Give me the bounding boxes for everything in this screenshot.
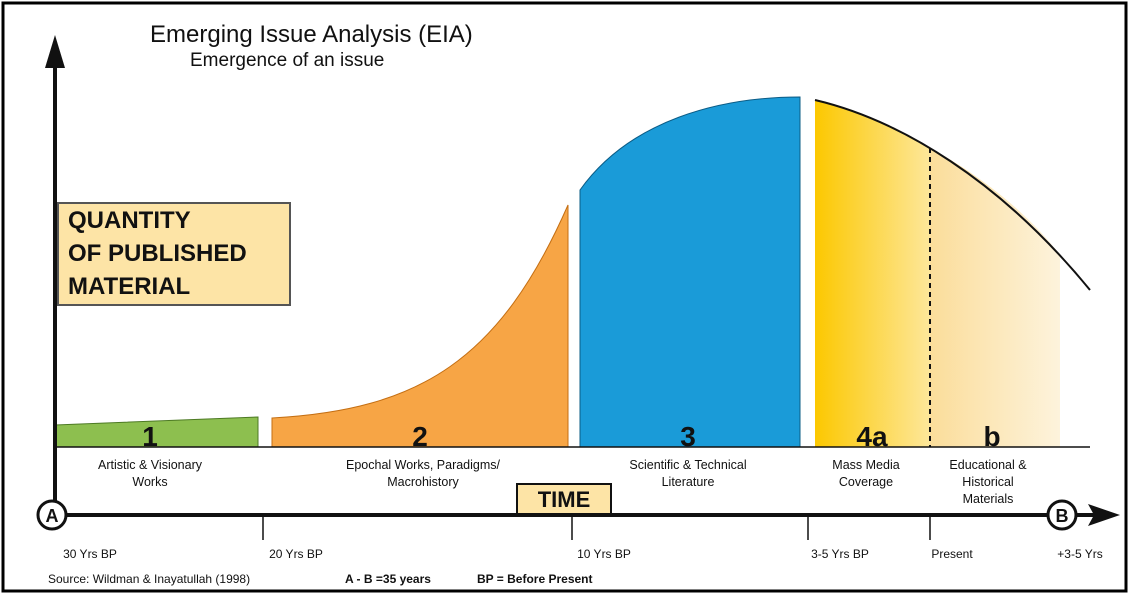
stage-4a-shape [815, 100, 930, 447]
time-mark: 3-5 Yrs BP [811, 547, 869, 561]
stage-label: Epochal Works, Paradigms/ [346, 458, 501, 472]
stage-label: Materials [963, 492, 1014, 506]
bp-note: BP = Before Present [477, 572, 593, 586]
time-mark: Present [931, 547, 973, 561]
time-mark: 20 Yrs BP [269, 547, 323, 561]
endpoint-a [36, 499, 68, 531]
stage-number: 1 [142, 421, 158, 452]
stage-number: b [983, 421, 1000, 452]
stage-label: Artistic & Visionary [98, 458, 203, 472]
stage-2-shape [271, 204, 569, 448]
title: Emerging Issue Analysis (EIA) [150, 21, 473, 48]
stage-label: Literature [662, 475, 715, 489]
time-mark: 30 Yrs BP [63, 547, 117, 561]
time-mark: 10 Yrs BP [577, 547, 631, 561]
y-label-box [57, 202, 291, 306]
source: Source: Wildman & Inayatullah (1998) [48, 572, 250, 586]
stage-label: Educational & [949, 458, 1027, 472]
curve-line [814, 99, 1091, 291]
endpoint-b-label: B [1056, 506, 1069, 526]
subtitle: Emergence of an issue [190, 50, 384, 71]
stage-number: 4a [856, 421, 888, 452]
stage-3-shape [579, 96, 801, 448]
endpoint-a-label: A [46, 506, 59, 526]
stage-label: Works [132, 475, 167, 489]
endpoint-b [1046, 499, 1078, 531]
stage-label: Macrohistory [387, 475, 459, 489]
x-arrow [1088, 504, 1120, 526]
x-label: TIME [538, 487, 591, 512]
stage-label: Scientific & Technical [629, 458, 746, 472]
stage-label: Coverage [839, 475, 893, 489]
stage-number: 2 [412, 421, 428, 452]
y-label: OF PUBLISHED [68, 240, 247, 267]
span-note: A - B =35 years [345, 572, 431, 586]
y-label: QUANTITY [68, 207, 191, 234]
stage-label: Historical [962, 475, 1013, 489]
time-mark: +3-5 Yrs [1057, 547, 1102, 561]
stage-label: Mass Media [832, 458, 899, 472]
stage-number: 3 [680, 421, 696, 452]
x-label-box [516, 483, 612, 515]
y-arrow [45, 35, 65, 68]
y-label: MATERIAL [68, 273, 190, 300]
